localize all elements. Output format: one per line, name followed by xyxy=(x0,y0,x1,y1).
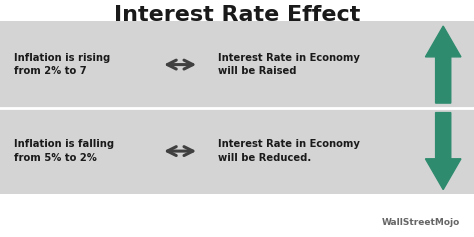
Text: Interest Rate in Economy
will be Reduced.: Interest Rate in Economy will be Reduced… xyxy=(218,140,360,163)
Bar xyxy=(0,21,474,194)
Text: Interest Rate Effect: Interest Rate Effect xyxy=(114,5,360,25)
Polygon shape xyxy=(426,26,461,103)
Polygon shape xyxy=(426,113,461,190)
Text: Inflation is rising
from 2% to 7: Inflation is rising from 2% to 7 xyxy=(14,53,110,76)
Text: Interest Rate in Economy
will be Raised: Interest Rate in Economy will be Raised xyxy=(218,53,360,76)
Text: WallStreetMojo: WallStreetMojo xyxy=(382,218,460,227)
Text: Inflation is falling
from 5% to 2%: Inflation is falling from 5% to 2% xyxy=(14,140,114,163)
